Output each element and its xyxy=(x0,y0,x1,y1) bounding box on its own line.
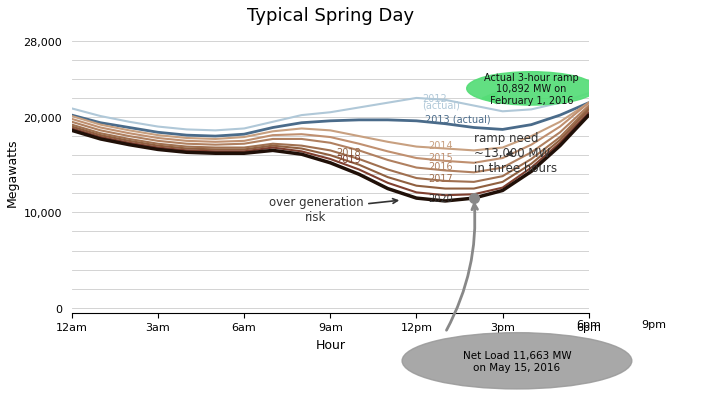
Text: 2012: 2012 xyxy=(422,93,447,103)
Text: 2017: 2017 xyxy=(428,174,452,184)
Y-axis label: Megawatts: Megawatts xyxy=(6,138,19,207)
Title: Typical Spring Day: Typical Spring Day xyxy=(247,7,414,25)
Text: ramp need
~13,000 MW
in three hours: ramp need ~13,000 MW in three hours xyxy=(474,132,557,175)
Ellipse shape xyxy=(402,333,632,389)
Text: 2020: 2020 xyxy=(428,193,452,203)
Text: 6pm: 6pm xyxy=(577,319,601,329)
Ellipse shape xyxy=(467,73,596,106)
Text: 2016: 2016 xyxy=(428,162,452,172)
Polygon shape xyxy=(482,93,497,104)
Text: 2018: 2018 xyxy=(336,148,360,158)
Text: Net Load 11,663 MW
on May 15, 2016: Net Load 11,663 MW on May 15, 2016 xyxy=(462,350,572,372)
Text: 2019: 2019 xyxy=(336,154,360,164)
Text: 2014: 2014 xyxy=(428,141,452,151)
X-axis label: Hour: Hour xyxy=(315,338,345,351)
Text: (actual): (actual) xyxy=(422,100,460,110)
Text: Actual 3-hour ramp
10,892 MW on
February 1, 2016: Actual 3-hour ramp 10,892 MW on February… xyxy=(484,73,579,106)
Text: 2013 (actual): 2013 (actual) xyxy=(425,115,490,124)
Text: over generation
risk: over generation risk xyxy=(269,196,398,224)
Text: 2015: 2015 xyxy=(428,152,452,162)
Text: 9pm: 9pm xyxy=(641,319,666,329)
